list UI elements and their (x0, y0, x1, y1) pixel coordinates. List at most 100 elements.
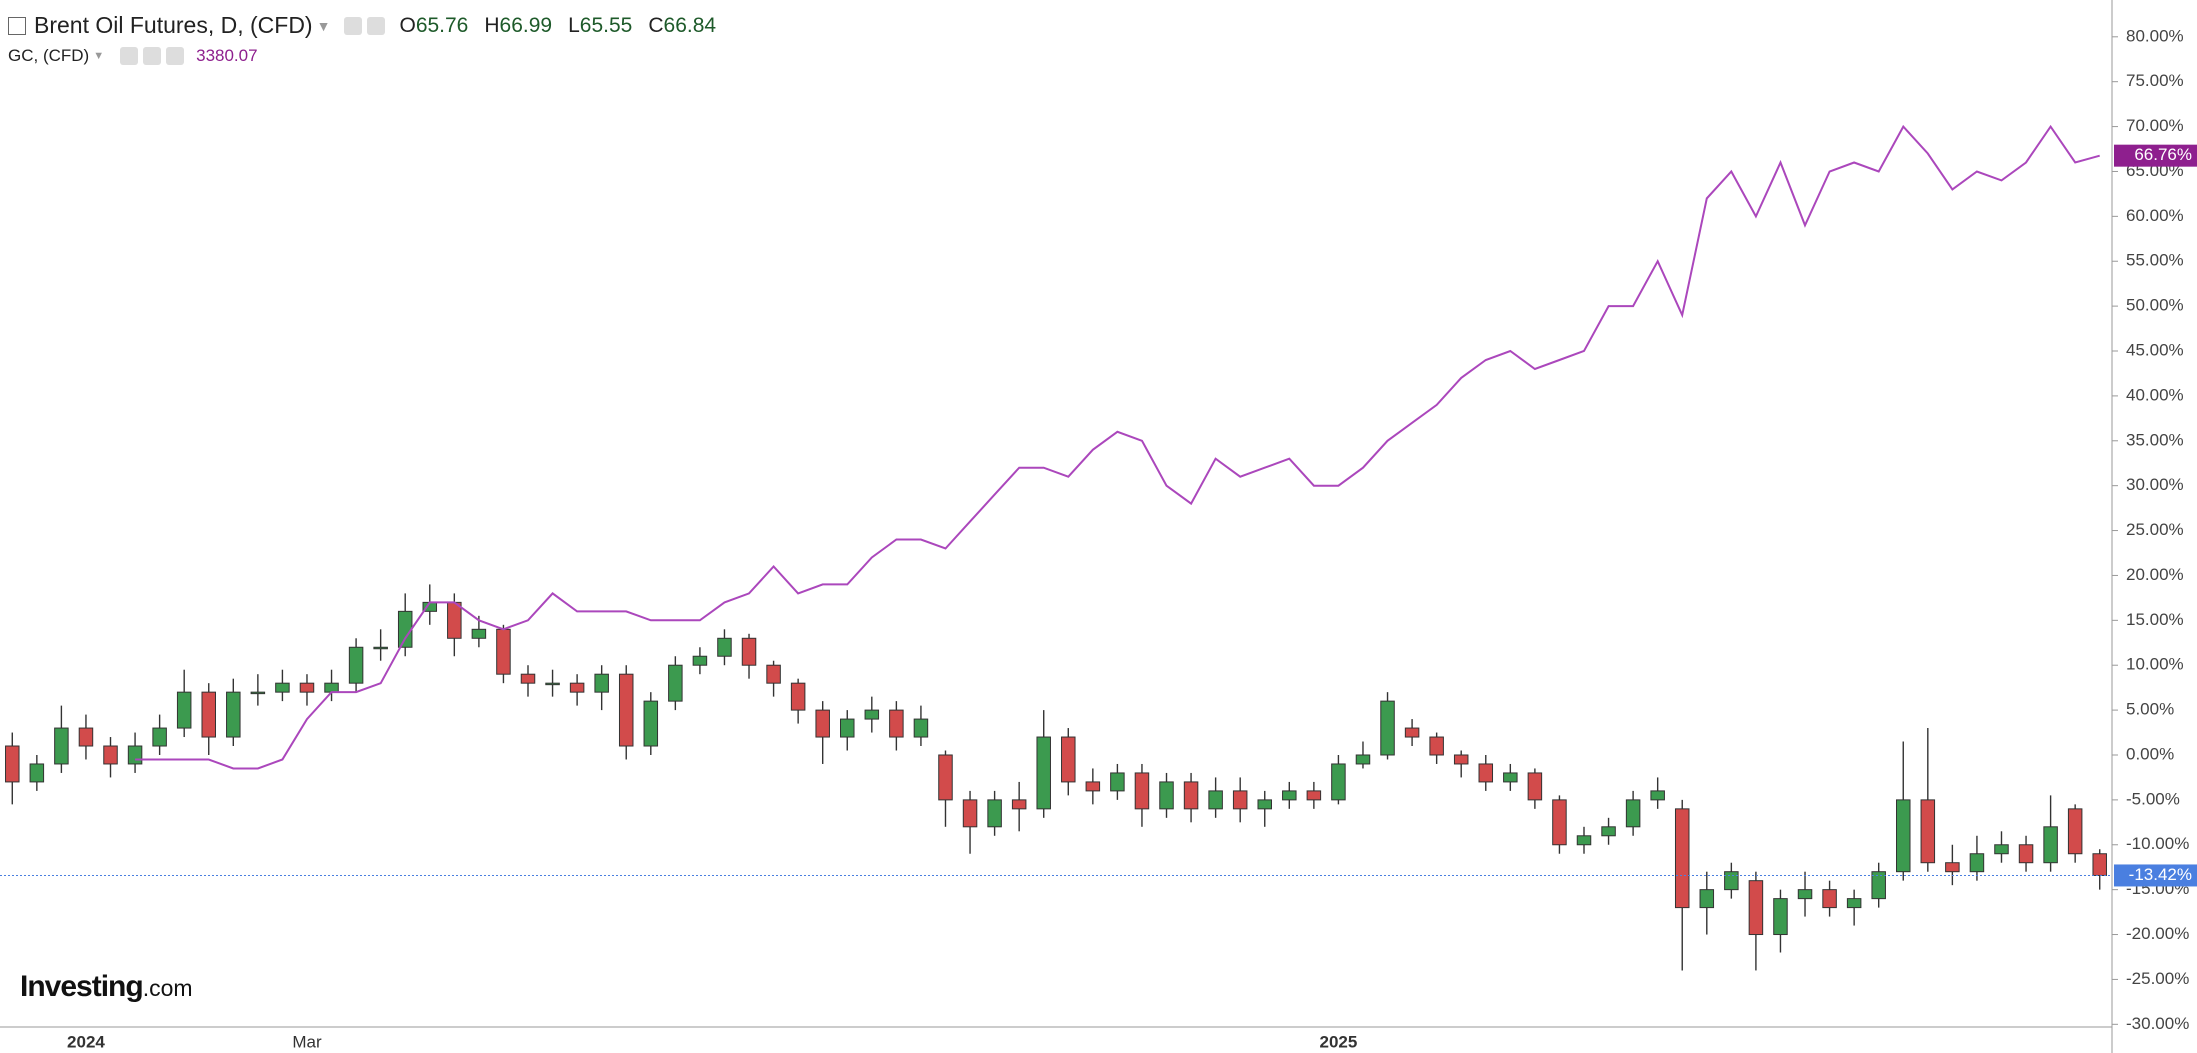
candle-body (1945, 862, 1960, 873)
candle-body (1552, 799, 1567, 846)
candle-body (1969, 853, 1985, 873)
candle-body (1994, 844, 2009, 855)
price-tag-label: -13.42% (2129, 865, 2192, 884)
candle-body (1503, 772, 1518, 783)
quote-value: 65.55 (579, 13, 633, 37)
eye-icon[interactable] (344, 16, 363, 35)
candle-body (913, 718, 929, 738)
candle-body (1110, 772, 1125, 792)
candle-body (1134, 772, 1150, 810)
candle-body (5, 745, 20, 783)
dropdown-icon[interactable]: ▼ (93, 50, 105, 62)
candle-body (815, 709, 830, 738)
candle-body (1920, 799, 1936, 864)
line-series (135, 124, 2100, 770)
candle-body (1650, 790, 1665, 801)
x-tick-label: Mar (292, 1032, 322, 1051)
quote-letter: C (648, 13, 664, 37)
candle-body (2067, 808, 2083, 855)
candle-body (1453, 754, 1469, 765)
candle-body (2043, 826, 2058, 864)
candle-body (717, 637, 732, 657)
candle-body (1576, 835, 1592, 846)
ohlc-values: O 65.76 H 66.99 L 65.55 C 66.84 (399, 14, 732, 38)
candle-body (447, 601, 462, 639)
price-tag-label: 66.76% (2134, 145, 2192, 164)
candle-body (29, 763, 45, 783)
candle-body (1380, 700, 1395, 756)
legend-title[interactable]: GC, (CFD) (8, 46, 90, 65)
candle-body (643, 700, 659, 747)
y-tick-label: 5.00% (2126, 700, 2174, 719)
y-tick-label: 45.00% (2126, 340, 2184, 359)
candle-body (692, 655, 708, 666)
candle-body (1331, 763, 1346, 801)
candle-body (1822, 889, 1837, 909)
legend-row: GC, (CFD) ▼ 3380.07 (8, 46, 262, 66)
candle-body (2092, 853, 2107, 876)
candle-body (1527, 772, 1543, 801)
y-tick-label: 20.00% (2126, 565, 2184, 584)
candle-body (275, 682, 290, 693)
y-tick-label: 15.00% (2126, 610, 2184, 629)
candle-body (78, 727, 94, 747)
candle-body (1011, 799, 1027, 810)
candle-body (741, 637, 757, 666)
candle-body (1036, 736, 1051, 810)
candle-body (103, 745, 118, 765)
legend-row: Brent Oil Futures, D, (CFD) ▼ O 65.76 H 66.… (8, 12, 736, 39)
y-tick-label: 50.00% (2126, 296, 2184, 315)
eye-icon[interactable] (120, 47, 139, 65)
candle-body (1773, 898, 1788, 936)
quote-value: 66.84 (663, 13, 717, 37)
candle-body (299, 682, 315, 693)
settings-icon[interactable] (143, 47, 162, 65)
brand: Investing (20, 970, 144, 1003)
candle-body (1724, 871, 1739, 891)
candle-body (1355, 754, 1371, 765)
candle-body (2018, 844, 2034, 864)
candle-body (324, 682, 339, 693)
y-tick-label: 80.00% (2126, 26, 2184, 45)
candle-body (1208, 790, 1223, 810)
candle-body (1625, 799, 1641, 828)
quote-letter: O (399, 13, 416, 37)
price-tag (2114, 144, 2197, 167)
candle-body (1674, 808, 1690, 909)
candle-body (1601, 826, 1616, 837)
x-tick-label: 2025 (1320, 1032, 1358, 1051)
y-tick-label: -10.00% (2126, 834, 2189, 853)
close-icon[interactable] (166, 47, 185, 65)
candle-body (545, 682, 560, 686)
legend-title[interactable]: Brent Oil Futures, D, (CFD) (34, 12, 313, 38)
candle-body (152, 727, 167, 747)
candle-body (1306, 790, 1322, 801)
candle-body (397, 610, 413, 648)
candle-body (594, 673, 609, 693)
candle-body (250, 691, 266, 695)
candle-body (1748, 880, 1764, 936)
candle-body (668, 664, 683, 702)
candle-body (889, 709, 904, 738)
candle-body (1282, 790, 1297, 801)
y-tick-label: 40.00% (2126, 385, 2184, 404)
candle-body (1159, 781, 1174, 810)
settings-icon[interactable] (367, 16, 386, 35)
collapse-icon[interactable] (8, 16, 26, 35)
candle-body (864, 709, 880, 720)
candle-body (127, 745, 143, 765)
candle-body (569, 682, 585, 693)
y-tick-label: 75.00% (2126, 71, 2184, 90)
candle-body (1896, 799, 1911, 873)
candle-body (1699, 889, 1715, 909)
candle-body (766, 664, 781, 684)
y-tick-label: 55.00% (2126, 251, 2184, 270)
y-tick-label: 35.00% (2126, 430, 2184, 449)
candle-body (1478, 763, 1494, 783)
y-tick-label: -20.00% (2126, 924, 2189, 943)
candle-body (1846, 898, 1862, 909)
y-tick-label: 60.00% (2126, 206, 2184, 225)
quote-letter: H (484, 13, 500, 37)
dropdown-icon[interactable]: ▼ (316, 17, 331, 34)
